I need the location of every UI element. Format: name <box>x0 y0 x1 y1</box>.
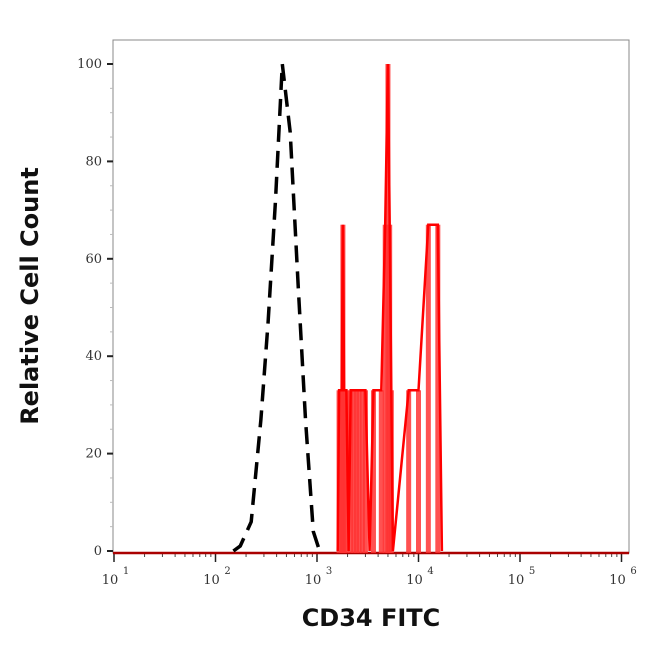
histogram-bar <box>387 224 393 553</box>
x-tick-exponent: 4 <box>427 566 433 577</box>
histogram-bar <box>406 390 412 553</box>
histogram-bar <box>370 390 376 553</box>
x-axis-title: CD34 FITC <box>302 604 441 632</box>
x-tick-exponent: 3 <box>326 566 332 577</box>
y-tick-label: 60 <box>85 252 102 267</box>
x-tick-label: 10 <box>609 573 626 588</box>
x-tick-label: 10 <box>406 573 423 588</box>
y-tick-label: 20 <box>85 447 102 462</box>
histogram-bar <box>354 390 360 553</box>
x-tick-exponent: 1 <box>123 566 129 577</box>
y-tick-label: 100 <box>77 57 102 72</box>
x-tick-label: 10 <box>508 573 525 588</box>
histogram-bar <box>356 390 362 553</box>
x-tick-exponent: 5 <box>529 566 535 577</box>
histogram-bar <box>351 390 357 553</box>
y-axis: 0 20 40 60 80 100 <box>77 57 113 559</box>
y-tick-label: 0 <box>94 544 102 559</box>
x-tick-label: 10 <box>203 573 220 588</box>
histogram-bar <box>378 390 384 553</box>
histogram-bar <box>425 224 431 553</box>
histogram-bar <box>362 390 368 553</box>
y-tick-label: 40 <box>85 349 102 364</box>
x-axis: 10 1 10 2 10 3 10 4 10 5 10 6 <box>102 553 637 588</box>
histogram-bar <box>416 390 421 553</box>
x-tick-label: 10 <box>102 573 119 588</box>
histogram-bar <box>435 224 441 553</box>
stained-histogram-line <box>336 63 444 552</box>
x-tick-exponent: 6 <box>630 566 636 577</box>
series-layer <box>113 62 629 555</box>
x-tick-exponent: 2 <box>224 566 230 577</box>
y-axis-title: Relative Cell Count <box>16 167 44 425</box>
histogram-bar <box>382 224 388 553</box>
x-tick-label: 10 <box>305 573 322 588</box>
control-dashed-line <box>232 62 322 553</box>
y-tick-label: 80 <box>85 154 102 169</box>
histogram-bar <box>359 390 365 553</box>
